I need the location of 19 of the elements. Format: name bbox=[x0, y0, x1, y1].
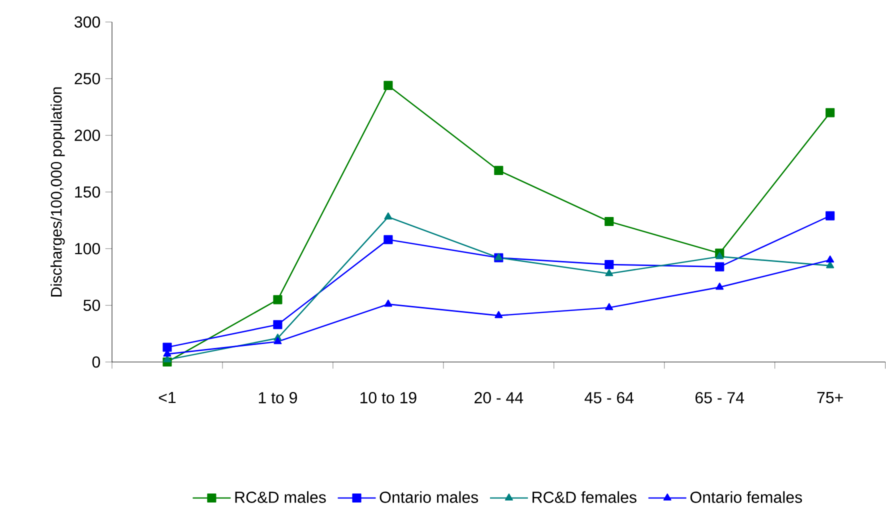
y-tick-label: 200 bbox=[74, 130, 100, 141]
y-tick-label: 150 bbox=[75, 186, 100, 198]
y-tick-label: 250 bbox=[74, 73, 100, 84]
x-tick-label: <1 bbox=[158, 392, 176, 404]
y-tick-label: 0 bbox=[92, 356, 100, 368]
y-tick-label: 300 bbox=[74, 16, 100, 28]
x-tick-label: 10 to 19 bbox=[360, 392, 416, 404]
legend-label: Ontario females bbox=[690, 491, 802, 503]
legend-label: Ontario males bbox=[380, 491, 478, 503]
x-tick-label: 65 - 74 bbox=[696, 392, 744, 404]
y-tick-label: 100 bbox=[75, 243, 100, 254]
x-tick-label: 1 to 9 bbox=[258, 392, 297, 404]
legend-label: RC&D females bbox=[532, 491, 636, 503]
x-tick-label: 75+ bbox=[817, 392, 843, 404]
x-tick-label: 20 - 44 bbox=[474, 392, 524, 404]
y-axis-title: Discharges/100,000 population bbox=[50, 87, 65, 296]
legend-label: RC&D males bbox=[235, 491, 326, 503]
y-tick-label: 50 bbox=[83, 300, 100, 311]
x-tick-label: 45 - 64 bbox=[584, 392, 634, 404]
